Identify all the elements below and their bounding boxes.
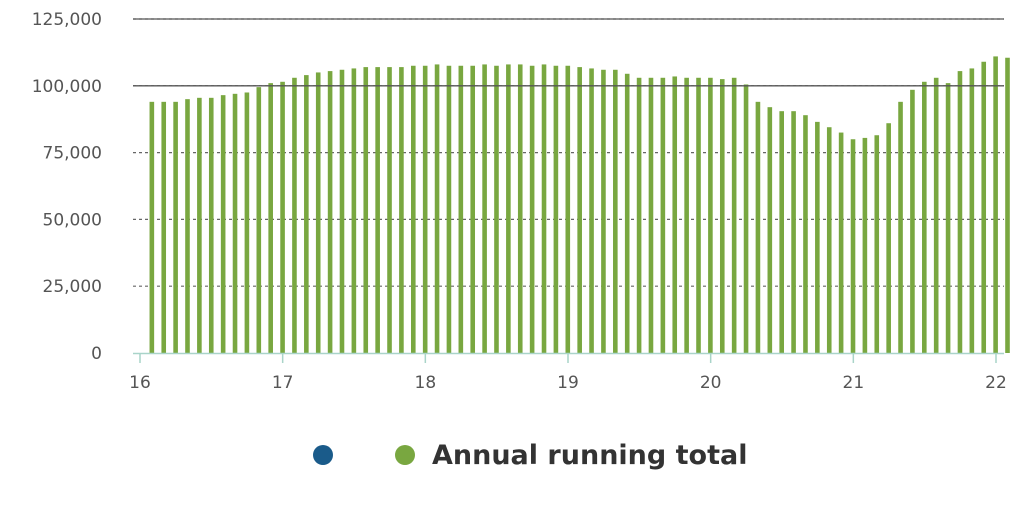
legend-label: Annual running total — [432, 440, 747, 471]
bar — [993, 56, 998, 353]
x-tick-label: 22 — [985, 373, 1007, 393]
bar — [672, 76, 678, 353]
bar — [446, 65, 452, 353]
bar — [197, 97, 202, 353]
x-tick-label: 17 — [272, 373, 294, 393]
bar — [208, 97, 214, 353]
bar — [815, 121, 820, 354]
bar — [731, 77, 737, 353]
bar — [719, 79, 725, 354]
bar — [577, 67, 582, 353]
bar — [161, 101, 167, 353]
bar — [981, 61, 987, 353]
bar — [387, 67, 392, 353]
bar — [957, 71, 963, 353]
bar — [636, 77, 642, 353]
bar — [470, 65, 476, 353]
bar — [613, 69, 618, 354]
bar — [969, 68, 975, 354]
bar — [292, 77, 297, 353]
bar — [696, 77, 701, 353]
bar — [601, 69, 606, 354]
bar — [315, 72, 321, 353]
bar — [1005, 57, 1010, 354]
legend: Annual running total — [313, 440, 747, 471]
bar — [327, 71, 333, 353]
bar — [185, 99, 190, 353]
y-tick-label: 100,000 — [32, 77, 102, 97]
bar — [850, 139, 856, 353]
bar — [862, 137, 868, 353]
y-tick-label: 25,000 — [43, 277, 102, 297]
bar — [743, 84, 749, 354]
bar — [256, 87, 262, 353]
bar — [399, 67, 404, 353]
x-tick-label: 19 — [557, 373, 579, 393]
bar — [708, 77, 713, 353]
bar — [173, 101, 178, 353]
bar — [565, 65, 571, 353]
bar — [220, 95, 226, 354]
bar — [517, 64, 523, 354]
bar — [506, 64, 511, 354]
x-tick-label: 20 — [700, 373, 722, 393]
x-tick-label: 18 — [415, 373, 437, 393]
bar — [826, 127, 832, 353]
y-tick-label: 0 — [91, 344, 102, 364]
bar — [922, 81, 927, 353]
bar — [434, 64, 440, 354]
bar — [232, 93, 238, 353]
bar — [767, 107, 773, 354]
bar — [803, 115, 808, 353]
bar — [244, 92, 250, 353]
bar — [945, 83, 951, 353]
bar — [541, 64, 547, 354]
bar — [933, 77, 939, 353]
bar — [529, 65, 535, 353]
bar — [886, 123, 891, 354]
axis-layer: 0 25,000 50,000 75,000 100,000 125,000 16 17 18 1… — [32, 10, 1007, 393]
bar — [791, 111, 796, 354]
bar — [589, 68, 594, 354]
bar — [363, 67, 369, 353]
x-tick-label: 21 — [843, 373, 865, 393]
bar — [268, 83, 273, 353]
bar — [304, 75, 309, 354]
bar — [410, 65, 416, 353]
bar — [339, 69, 345, 354]
bar — [898, 101, 903, 353]
legend-swatch — [313, 445, 333, 465]
x-tick-label: 16 — [129, 373, 151, 393]
legend-swatch — [395, 445, 415, 465]
bar — [149, 101, 155, 353]
bar — [660, 77, 666, 353]
bar — [482, 64, 487, 354]
bar — [755, 101, 761, 353]
y-tick-label: 75,000 — [43, 144, 102, 164]
bars-layer — [149, 56, 1010, 354]
y-tick-label: 50,000 — [43, 210, 102, 230]
bar — [624, 73, 630, 353]
bar — [684, 77, 689, 353]
bar — [375, 67, 380, 353]
y-tick-label: 125,000 — [32, 10, 102, 30]
bar — [553, 65, 559, 353]
bar — [779, 111, 784, 354]
bar — [648, 77, 654, 353]
bar — [494, 65, 499, 353]
bar — [458, 65, 464, 353]
bar — [874, 135, 880, 353]
bar — [422, 65, 428, 353]
bar — [910, 89, 915, 353]
bar — [280, 81, 285, 353]
bar — [351, 68, 357, 354]
bar — [838, 132, 844, 353]
